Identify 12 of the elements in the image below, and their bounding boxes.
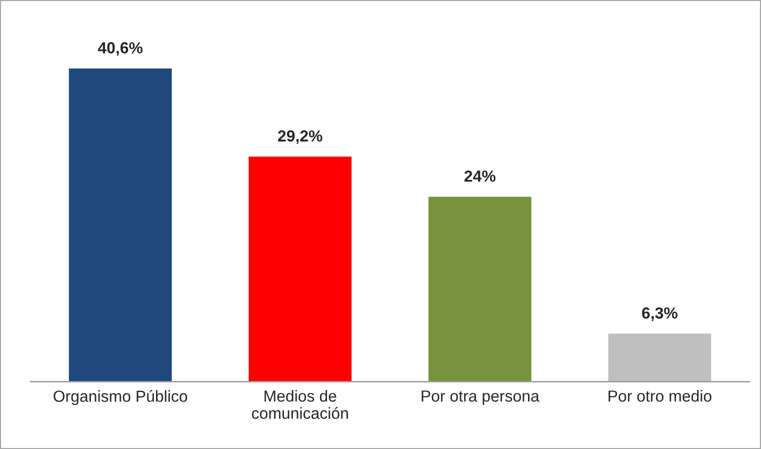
x-tick-label: Por otra persona — [422, 390, 540, 405]
data-label: 40,6% — [98, 42, 143, 56]
x-tick-label: Organismo Público — [54, 390, 188, 406]
bar — [68, 67, 174, 382]
x-tick-label: Por otro medio — [608, 390, 712, 402]
bar — [427, 195, 533, 382]
bar — [247, 155, 353, 382]
bar — [606, 332, 713, 382]
data-label: 29,2% — [278, 130, 322, 144]
data-label: 6,3% — [642, 307, 678, 321]
data-label: 24% — [464, 170, 496, 182]
x-tick-label: Medios de comunicación — [252, 390, 348, 419]
